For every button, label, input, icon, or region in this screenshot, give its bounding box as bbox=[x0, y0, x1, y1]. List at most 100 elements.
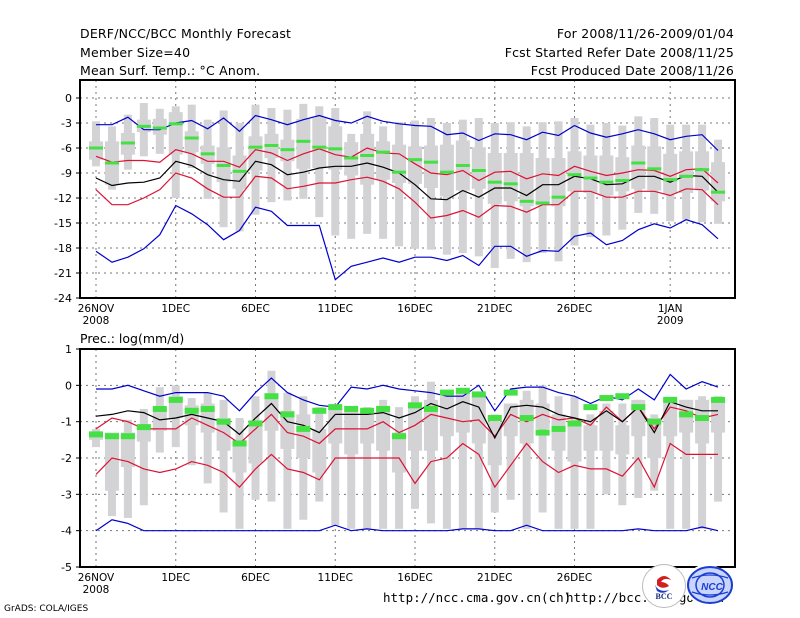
iqr-box bbox=[168, 112, 183, 155]
whisker-bar bbox=[554, 396, 563, 529]
whisker-bar bbox=[235, 418, 244, 529]
y-tick-label: -2 bbox=[61, 452, 72, 465]
whisker-bar bbox=[331, 108, 340, 236]
x-tick-label: 11DEC bbox=[318, 303, 353, 315]
whisker-bar bbox=[618, 403, 627, 506]
y-tick-label: -4 bbox=[61, 525, 72, 538]
median-mark bbox=[248, 145, 263, 149]
median-mark bbox=[647, 418, 662, 425]
y-tick-label: -3 bbox=[61, 488, 72, 501]
ncc-logo-icon: NCC bbox=[687, 566, 733, 604]
iqr-box bbox=[551, 158, 566, 207]
iqr-box bbox=[184, 131, 199, 153]
median-mark bbox=[328, 147, 343, 151]
median-mark bbox=[89, 146, 103, 150]
median-mark bbox=[264, 144, 279, 147]
median-mark bbox=[216, 164, 231, 167]
iqr-box bbox=[551, 414, 566, 451]
y-tick-label: -3 bbox=[61, 117, 72, 130]
median-mark bbox=[136, 124, 151, 128]
whisker-bar bbox=[203, 392, 212, 484]
median-mark bbox=[104, 161, 119, 165]
y-tick-label: -12 bbox=[54, 192, 72, 205]
whisker-bar bbox=[139, 408, 148, 506]
whisker-bar bbox=[666, 399, 675, 529]
iqr-box bbox=[583, 155, 598, 193]
iqr-box bbox=[89, 141, 103, 160]
whisker-bar bbox=[331, 418, 340, 526]
median-mark bbox=[232, 169, 247, 173]
whisker-bar bbox=[123, 419, 132, 518]
median-mark bbox=[344, 156, 359, 160]
std-upper-line bbox=[95, 147, 719, 184]
x-tick-label: 16DEC bbox=[397, 303, 432, 315]
median-mark bbox=[296, 425, 311, 432]
iqr-box bbox=[583, 425, 598, 451]
iqr-box bbox=[535, 403, 550, 429]
median-mark bbox=[408, 158, 422, 162]
median-mark bbox=[631, 404, 646, 411]
median-mark bbox=[519, 415, 534, 422]
median-mark bbox=[535, 201, 550, 205]
iqr-box bbox=[695, 399, 710, 444]
iqr-box bbox=[296, 118, 311, 169]
grads-credit: GrADS: COLA/IGES bbox=[4, 604, 89, 614]
y-tick-label: -6 bbox=[61, 142, 72, 155]
median-mark bbox=[392, 170, 407, 174]
member-size: Member Size=40 bbox=[80, 45, 191, 60]
whisker-bar bbox=[442, 396, 451, 529]
iqr-box bbox=[312, 428, 327, 473]
min-line bbox=[95, 519, 719, 532]
bcc-logo-text: BCC bbox=[656, 592, 673, 601]
median-mark bbox=[487, 415, 502, 422]
median-mark bbox=[392, 433, 407, 440]
forecast-period: For 2008/11/26-2009/01/04 bbox=[556, 26, 734, 41]
whisker-bar bbox=[363, 407, 372, 529]
median-mark bbox=[376, 405, 391, 412]
x-tick-label: 1DEC bbox=[161, 572, 190, 584]
iqr-box bbox=[535, 158, 550, 206]
median-mark bbox=[711, 190, 726, 194]
median-mark bbox=[168, 396, 183, 403]
median-mark bbox=[216, 418, 231, 425]
iqr-box bbox=[248, 421, 263, 464]
median-mark bbox=[567, 420, 582, 427]
median-mark bbox=[312, 145, 327, 149]
iqr-box bbox=[439, 396, 454, 437]
y-tick-label: -1 bbox=[61, 416, 72, 429]
ncc-logo-text: NCC bbox=[701, 582, 723, 593]
bcc-logo: BCC bbox=[642, 564, 686, 608]
iqr-box bbox=[264, 396, 279, 431]
iqr-box bbox=[423, 399, 438, 451]
median-mark bbox=[711, 396, 726, 403]
iqr-box bbox=[631, 145, 646, 189]
median-mark bbox=[184, 136, 199, 140]
median-mark bbox=[615, 393, 630, 400]
iqr-box bbox=[376, 141, 391, 180]
ncc-logo: NCC bbox=[686, 564, 733, 606]
iqr-box bbox=[567, 421, 582, 462]
iqr-box bbox=[503, 153, 518, 202]
median-mark bbox=[248, 420, 263, 427]
median-mark bbox=[328, 404, 343, 411]
iqr-box bbox=[487, 153, 502, 204]
y-tick-label: -24 bbox=[54, 292, 72, 305]
iqr-box bbox=[216, 418, 231, 451]
median-mark bbox=[503, 389, 518, 396]
median-mark bbox=[312, 407, 327, 414]
median-mark bbox=[663, 178, 678, 182]
median-mark bbox=[264, 393, 279, 400]
y-tick-label: -5 bbox=[61, 561, 72, 574]
ncc-url-link[interactable]: http://ncc.cma.gov.cn(ch) bbox=[383, 590, 572, 605]
median-mark bbox=[200, 405, 215, 412]
x-tick-label: 26NOV bbox=[78, 303, 115, 315]
x-tick-label: 1DEC bbox=[161, 303, 190, 315]
median-mark bbox=[583, 176, 598, 180]
x-tick-year-label: 2008 bbox=[83, 315, 110, 327]
x-tick-label: 26DEC bbox=[557, 303, 592, 315]
median-mark bbox=[503, 182, 518, 186]
median-mark bbox=[296, 139, 311, 143]
